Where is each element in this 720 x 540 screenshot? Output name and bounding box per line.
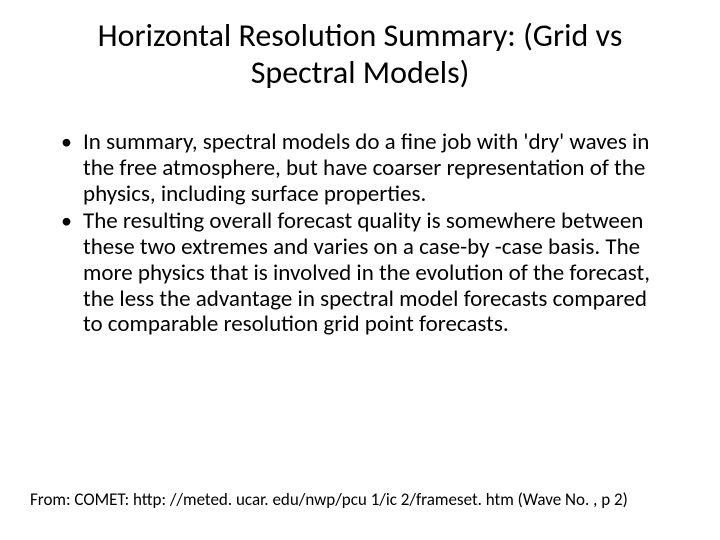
bullet-text: The resulting overall forecast quality i… bbox=[83, 207, 650, 338]
list-item: In summary, spectral models do a fine jo… bbox=[55, 130, 665, 207]
title-line-1: Horizontal Resolution Summary: (Grid vs bbox=[98, 16, 623, 55]
bullet-list: In summary, spectral models do a fine jo… bbox=[55, 130, 665, 338]
slide: Horizontal Resolution Summary: (Grid vs … bbox=[0, 0, 720, 540]
bullet-text: In summary, spectral models do a fine jo… bbox=[83, 128, 649, 208]
title-line-2: Spectral Models) bbox=[251, 53, 470, 92]
footer-text: From: COMET: http: //meted. ucar. edu/nw… bbox=[30, 489, 628, 510]
slide-footer: From: COMET: http: //meted. ucar. edu/nw… bbox=[30, 490, 690, 510]
list-item: The resulting overall forecast quality i… bbox=[55, 209, 665, 338]
slide-body: In summary, spectral models do a fine jo… bbox=[55, 130, 665, 340]
slide-title: Horizontal Resolution Summary: (Grid vs … bbox=[60, 18, 660, 92]
